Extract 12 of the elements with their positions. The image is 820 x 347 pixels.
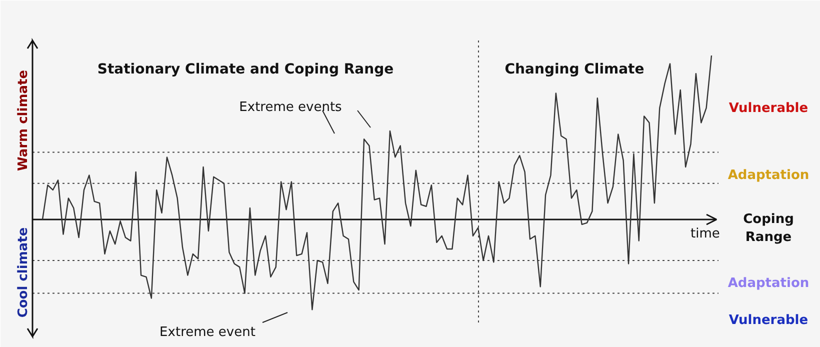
x-axis-title: time xyxy=(690,226,720,242)
text: Adaptation xyxy=(728,168,810,183)
text: Vulnerable xyxy=(728,313,808,328)
annotation: Stationary Climate and Coping Range xyxy=(97,62,394,78)
text: Coping Range xyxy=(743,212,794,245)
annotation: Changing Climate xyxy=(504,62,644,78)
text: Vulnerable xyxy=(728,101,808,116)
text: Cool climate xyxy=(16,227,31,318)
text: Warm climate xyxy=(16,70,31,172)
text: Extreme event xyxy=(160,325,256,340)
annotation: Extreme events xyxy=(239,100,342,115)
text: Adaptation xyxy=(728,276,810,291)
